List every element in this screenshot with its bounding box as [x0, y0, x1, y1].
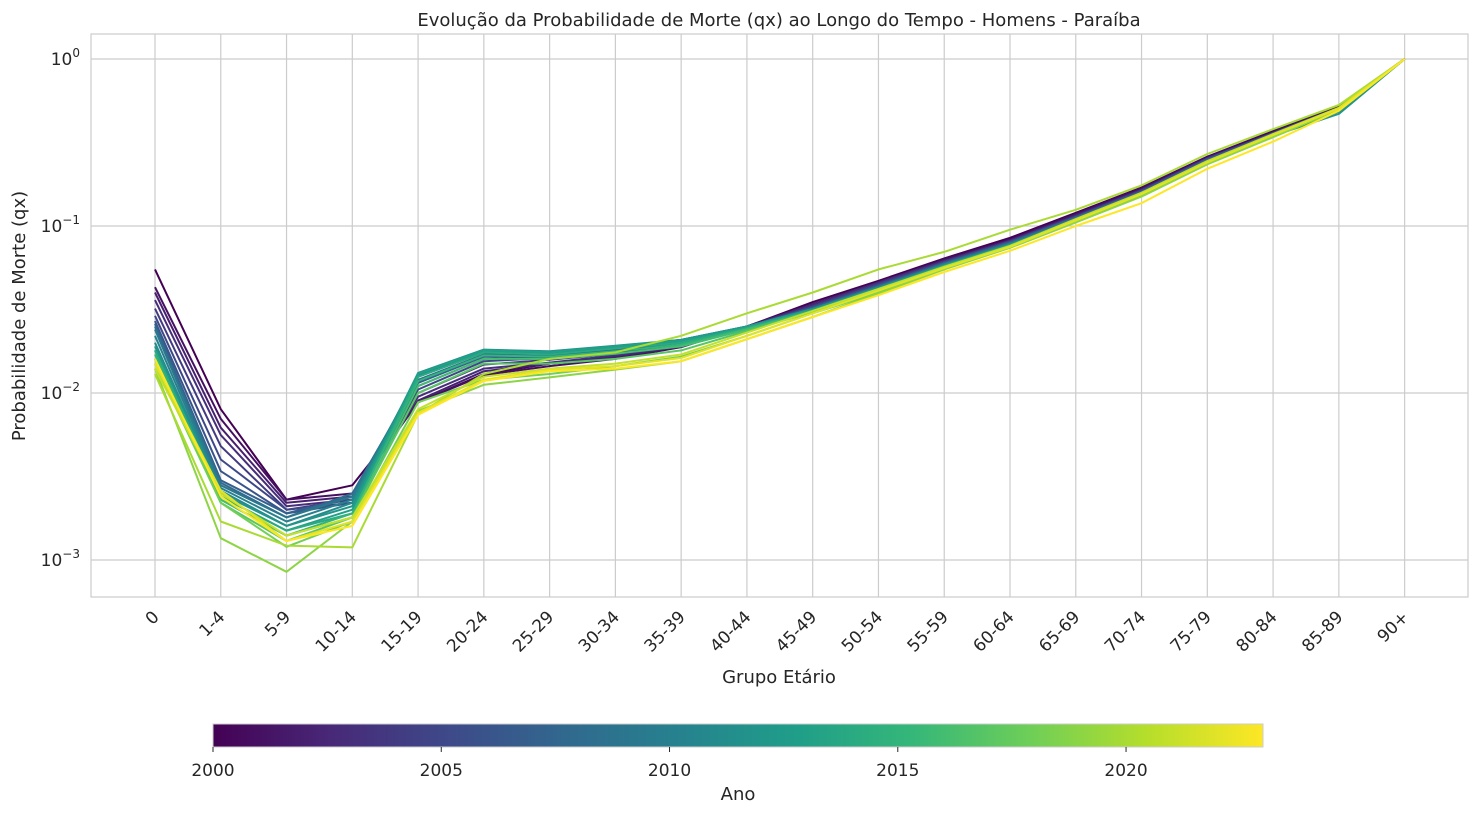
y-tick-label: 10−2 [41, 380, 80, 404]
x-tick-labels: 0 1-4 5-9 10-14 15-19 20-24 25-29 30-34 35-39 40-… [142, 607, 1413, 656]
series-line-2004 [154, 58, 1406, 511]
series-line-2007 [154, 58, 1406, 515]
series-lines [154, 58, 1406, 573]
x-tick-label: 20-24 [443, 607, 492, 656]
series-line-2006 [154, 58, 1406, 515]
x-tick-label: 50-54 [838, 607, 887, 656]
series-line-2015 [154, 58, 1406, 537]
colorbar-tick-label: 2020 [1104, 761, 1147, 781]
colorbar-tick-label: 2010 [648, 761, 691, 781]
x-tick-label: 90+ [1374, 607, 1414, 647]
colorbar [212, 723, 1264, 748]
colorbar-ticks: 2000 2005 2010 2015 2020 [191, 747, 1148, 781]
x-tick-label: 1-4 [196, 607, 230, 641]
x-tick-label: 25-29 [509, 607, 558, 656]
series-line-2013 [154, 58, 1406, 532]
y-tick-label: 10−1 [41, 213, 80, 237]
series-line-2000 [154, 58, 1406, 501]
x-tick-label: 30-34 [575, 607, 624, 656]
x-tick-label: 85-89 [1298, 607, 1347, 656]
series-line-2009 [154, 58, 1406, 519]
x-tick-label: 0 [142, 607, 164, 629]
x-tick-label: 5-9 [261, 607, 295, 641]
grid [91, 34, 1468, 597]
x-tick-label: 65-69 [1035, 607, 1084, 656]
series-line-2005 [154, 58, 1406, 511]
x-tick-label: 75-79 [1167, 607, 1216, 656]
y-tick-label: 100 [51, 46, 80, 70]
x-tick-label: 15-19 [378, 607, 427, 656]
x-tick-label: 55-59 [904, 607, 953, 656]
series-line-2003 [154, 58, 1406, 508]
x-tick-label: 70-74 [1101, 607, 1150, 656]
y-tick-labels: 100 10−1 10−2 10−3 [41, 46, 80, 571]
series-line-2008 [154, 58, 1406, 519]
colorbar-tick-label: 2000 [191, 761, 234, 781]
colorbar-tick-label: 2015 [876, 761, 919, 781]
series-line-2002 [154, 58, 1406, 504]
series-line-2014 [154, 58, 1406, 532]
series-line-2023 [154, 58, 1406, 542]
colorbar-tick-label: 2005 [420, 761, 463, 781]
series-line-2020 [154, 58, 1406, 549]
series-line-2016 [154, 58, 1406, 537]
series-line-2012 [154, 58, 1406, 527]
x-tick-label: 80-84 [1233, 607, 1282, 656]
chart-title: Evolução da Probabilidade de Morte (qx) … [417, 10, 1140, 31]
x-axis-label: Grupo Etário [722, 667, 836, 688]
x-tick-label: 60-64 [969, 607, 1018, 656]
y-axis-label: Probabilidade de Morte (qx) [9, 191, 30, 441]
x-tick-label: 45-49 [772, 607, 821, 656]
series-line-2001 [154, 58, 1406, 501]
x-tick-label: 35-39 [641, 607, 690, 656]
x-tick-label: 40-44 [706, 607, 755, 656]
plot-frame [90, 33, 1469, 598]
y-tick-label: 10−3 [41, 547, 80, 571]
series-line-2017 [154, 58, 1406, 542]
series-line-2021 [154, 58, 1406, 537]
x-tick-label: 10-14 [312, 607, 361, 656]
series-line-2022 [154, 58, 1406, 542]
series-line-2010 [154, 58, 1406, 523]
series-line-2011 [154, 58, 1406, 527]
colorbar-label: Ano [721, 784, 756, 805]
